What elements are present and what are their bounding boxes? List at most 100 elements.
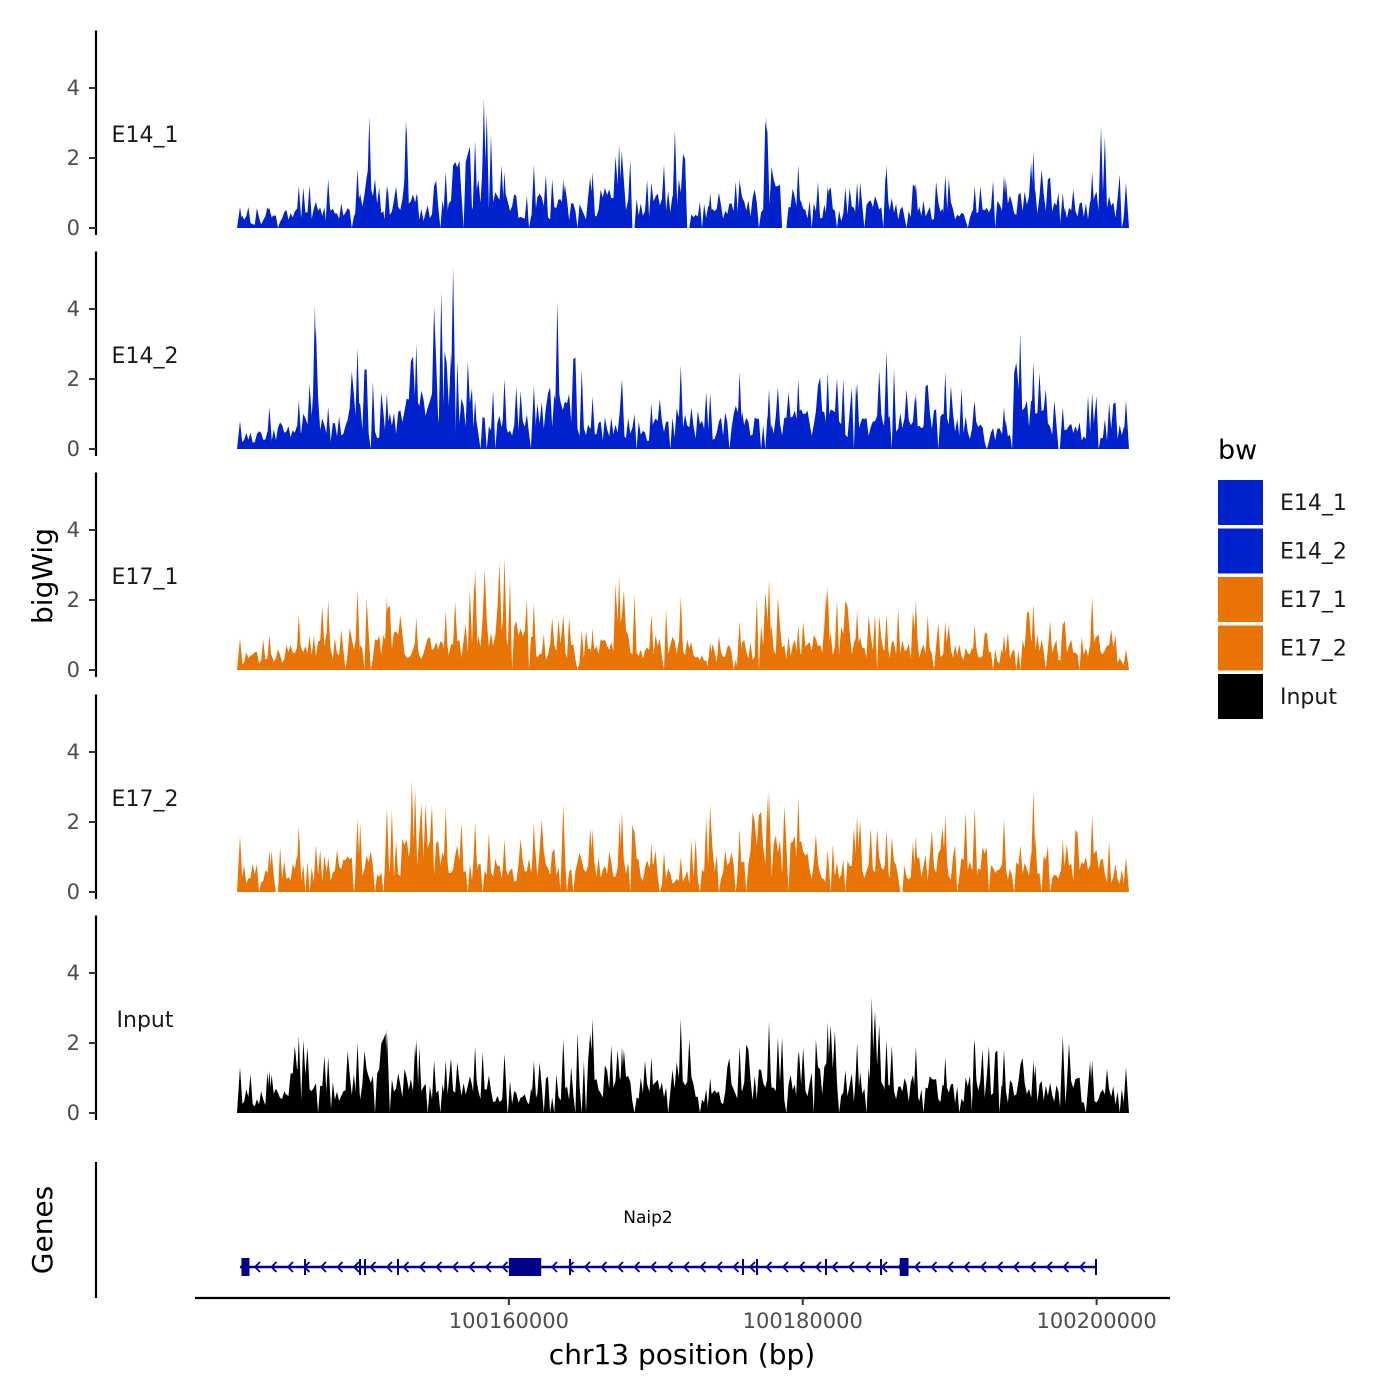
coverage-peak [619,811,625,892]
legend-key-swatch [1218,577,1263,622]
coverage-peak [677,596,684,670]
legend-title: bw [1218,435,1257,466]
coverage-peak [589,396,596,449]
coverage-peak [736,621,743,670]
coverage-peak [912,393,919,449]
coverage-peak [480,98,487,228]
coverage-area-e14-1 [240,113,1126,228]
coverage-peak [616,144,623,228]
coverage-peak [883,614,890,670]
coverage-peak [403,119,409,228]
coverage-peak [442,808,449,892]
coverage-peak [736,179,743,228]
coverage-peak [589,1018,596,1113]
y-tick-label: 2 [67,588,80,612]
coverage-peak [413,617,420,670]
coverage-peak [325,600,332,670]
strand-arrow [946,1261,954,1273]
strand-arrow [781,1261,789,1273]
y-tick-label: 2 [67,146,80,170]
strand-arrow [913,1261,921,1273]
coverage-area-e17-2 [240,788,1126,892]
x-axis: 100160000 100180000 100200000 chr13 positi… [195,1296,1170,1371]
strand-arrow [798,1261,806,1273]
y-tick-label: 4 [67,76,80,100]
y-tick-label: 0 [67,437,80,461]
strand-arrow [930,1261,938,1273]
strand-arrow [996,1261,1004,1273]
coverage-peak [854,182,861,228]
coverage-peak [1059,193,1066,228]
coverage-peak [942,815,949,892]
x-tick-label: 100180000 [743,1309,863,1333]
coverage-peak [707,193,714,228]
coverage-peak [671,130,678,228]
coverage-peak [707,393,714,449]
strand-arrow [369,1261,377,1273]
gene-exon [241,1258,250,1276]
y-tick-label: 4 [67,740,80,764]
coverage-peak [413,344,420,449]
coverage-peak [325,407,332,449]
coverage-peak [1123,857,1129,892]
coverage-peak [868,997,875,1113]
coverage-peak [1030,603,1037,670]
coverage-peak [1089,1060,1096,1113]
coverage-peak [325,857,332,892]
strand-arrow [831,1261,839,1273]
coverage-peak [266,850,273,892]
coverage-peak [383,1029,390,1113]
coverage-peak [501,839,508,892]
legend-item-e14-2: E14_2 [1218,528,1347,574]
coverage-peak [736,372,743,449]
legend-item-label: E14_2 [1280,540,1347,565]
coverage-peak [1098,126,1104,228]
coverage-peak [383,186,390,228]
coverage-peak [648,614,655,670]
coverage-peak [736,1046,743,1113]
strand-arrow [847,1261,855,1273]
strand-arrow [567,1261,575,1273]
strand-arrow [418,1261,426,1273]
strand-arrow [1045,1261,1053,1273]
coverage-peak [1059,621,1066,670]
coverage-peak [1030,151,1037,228]
y-tick-label: 0 [67,216,80,240]
strand-arrow [484,1261,492,1273]
y-tick-label: 4 [67,518,80,542]
coverage-peak [942,1057,949,1113]
coverage-peak [530,1060,537,1113]
strand-arrow [666,1261,674,1273]
coverage-peak [883,1039,890,1113]
coverage-peak [560,804,567,892]
coverage-peak [325,179,332,228]
coverage-peak [472,822,479,892]
coverage-peak [795,797,802,892]
strand-arrow [1029,1261,1037,1273]
strand-arrow [336,1261,344,1273]
coverage-peak [1030,1060,1037,1113]
coverage-peak [442,610,449,670]
strand-arrow [286,1261,294,1273]
coverage-peak [354,168,361,228]
track-e14-1: 0 2 4 E14_1 [67,30,1129,240]
coverage-peak [325,1057,332,1113]
coverage-peak [766,1022,772,1113]
coverage-peak [707,642,714,670]
gene-exon [899,1258,909,1276]
x-axis-title: chr13 position (bp) [549,1338,815,1371]
coverage-peak [795,165,802,228]
strand-arrow [253,1261,261,1273]
coverage-peak [677,365,684,449]
legend: bw E14_1 E14_2 E17_1 E17_2 Input [1218,435,1347,719]
strand-arrow [814,1261,822,1273]
coverage-peak [1089,172,1096,228]
strand-arrow [633,1261,641,1273]
coverage-peak [971,400,978,449]
strand-arrow [435,1261,443,1273]
coverage-peak [824,586,831,670]
coverage-peak [1001,1050,1007,1113]
tracks-group: 0 2 4 E14_1 0 2 4 E14_2 0 2 4 E17_1 0 2 4 E17_2 0 2 4 Input [67,30,1129,1125]
coverage-peak [1123,182,1129,228]
